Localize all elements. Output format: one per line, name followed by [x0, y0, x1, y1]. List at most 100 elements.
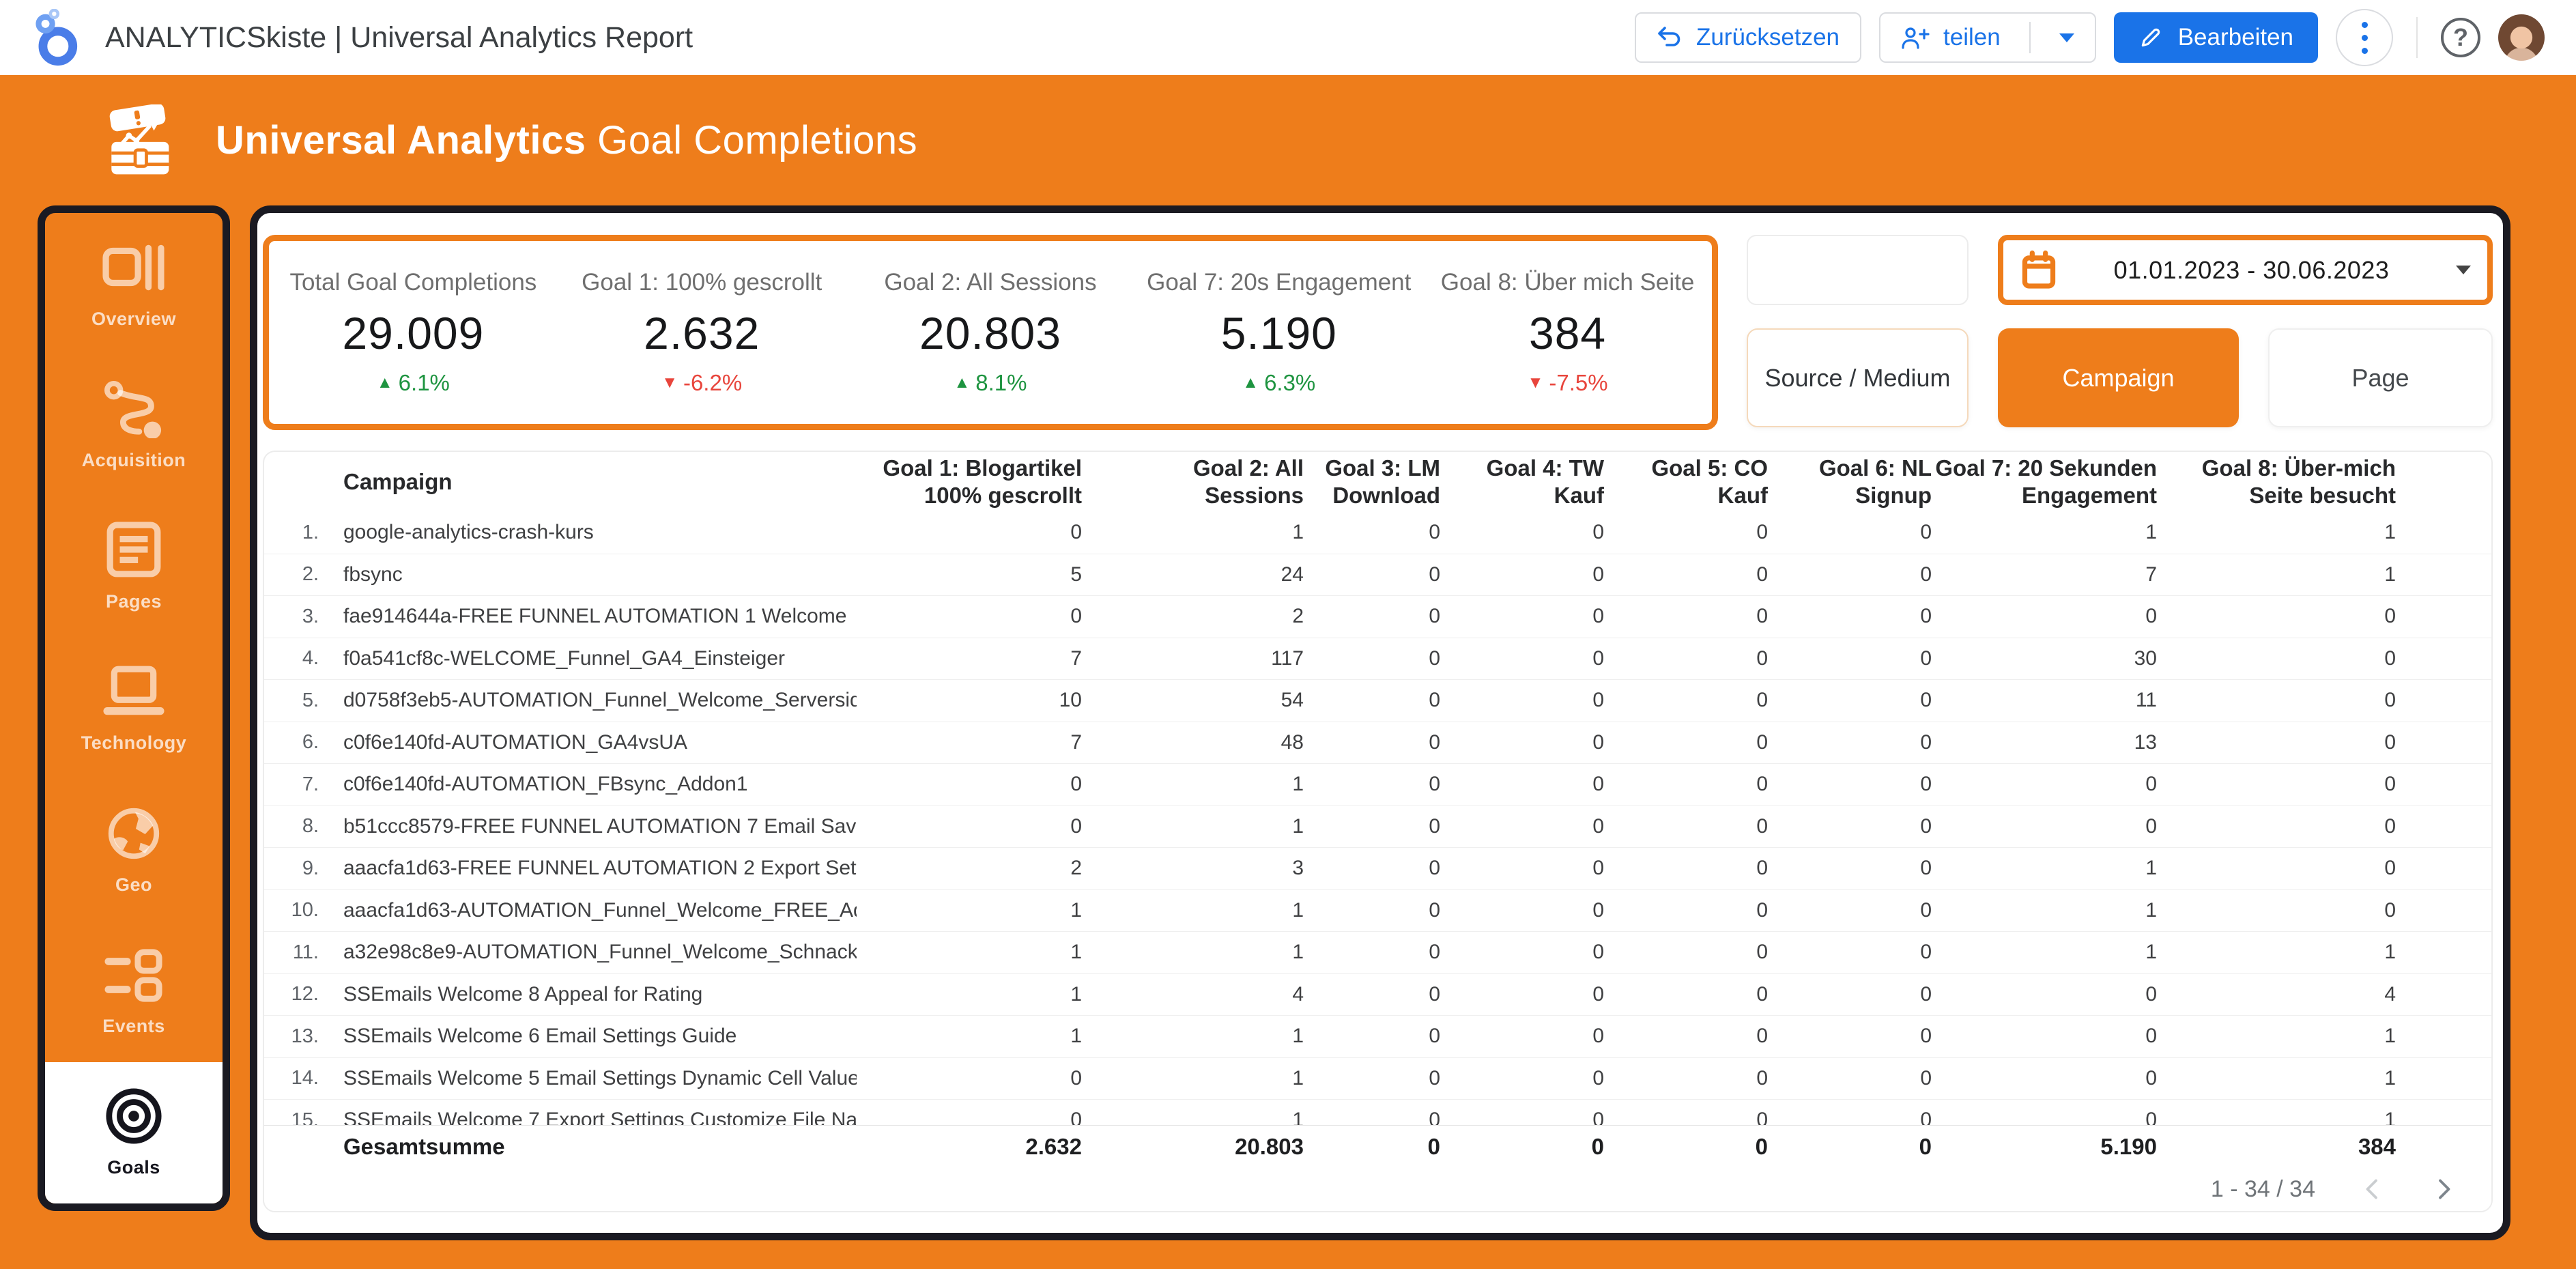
- column-header-goal-6[interactable]: Goal 6: NL Signup: [1818, 455, 1932, 508]
- user-avatar[interactable]: [2498, 14, 2545, 61]
- table-row[interactable]: 11. a32e98c8e9-AUTOMATION_Funnel_Welcome_…: [264, 932, 2491, 974]
- goal-value-cell: 1: [2145, 521, 2157, 544]
- person-add-icon: [1902, 27, 1930, 49]
- column-header-goal-1[interactable]: Goal 1: Blogartikel 100% gescrollt: [883, 455, 1082, 508]
- table-row[interactable]: 10. aaacfa1d63-AUTOMATION_Funnel_Welcome_…: [264, 890, 2491, 932]
- column-header-campaign[interactable]: Campaign: [343, 468, 453, 494]
- table-row[interactable]: 9. aaacfa1d63-FREE FUNNEL AUTOMATION 2 Ex…: [264, 848, 2491, 890]
- goal-value-cell: 1: [2145, 941, 2157, 964]
- goal-value-cell: 1: [2384, 941, 2396, 964]
- table-row[interactable]: 5. d0758f3eb5-AUTOMATION_Funnel_Welcome_S…: [264, 680, 2491, 722]
- row-number: 2.: [302, 563, 319, 586]
- goal-value-cell: 7: [1070, 646, 1082, 670]
- goal-value-cell: 1: [2384, 521, 2396, 544]
- more-options-button[interactable]: [2336, 9, 2393, 66]
- goal-value-cell: 1: [1292, 1025, 1304, 1048]
- chevron-left-icon[interactable]: [2359, 1175, 2386, 1203]
- page-header-band: Universal Analytics Goal Completions: [0, 75, 2576, 205]
- sidebar-item-events[interactable]: Events: [45, 920, 223, 1061]
- scorecard-value: 29.009: [342, 308, 485, 358]
- pagination-range: 1 - 34 / 34: [2210, 1175, 2315, 1202]
- campaign-cell: f0a541cf8c-WELCOME_Funnel_GA4_Einsteiger: [343, 646, 785, 670]
- sidebar-item-acquisition[interactable]: Acquisition: [45, 354, 223, 496]
- column-header-goal-7[interactable]: Goal 7: 20 Sekunden Engagement: [1935, 455, 2157, 508]
- scorecard-value: 384: [1529, 308, 1607, 358]
- goal-value-cell: 0: [1756, 941, 1768, 964]
- scorecard-delta-value: 6.3%: [1264, 370, 1316, 395]
- table-row[interactable]: 15. SSEmails Welcome 7 Export Settings Cu…: [264, 1100, 2491, 1125]
- goal-value-cell: 0: [1920, 689, 1932, 712]
- goal-value-cell: 0: [2145, 982, 2157, 1006]
- goal-value-cell: 0: [1592, 898, 1604, 922]
- table-row[interactable]: 12. SSEmails Welcome 8 Appeal for Rating 1…: [264, 974, 2491, 1016]
- goal-value-cell: 1: [1070, 1025, 1082, 1048]
- sidebar-item-label: Acquisition: [81, 449, 186, 470]
- goal-value-cell: 0: [2384, 773, 2396, 796]
- share-dropdown-caret-icon[interactable]: [2059, 33, 2074, 42]
- goal-value-cell: 0: [1756, 1109, 1768, 1125]
- goal-value-cell: 0: [1920, 982, 1932, 1006]
- column-header-goal-4[interactable]: Goal 4: TW Kauf: [1486, 455, 1604, 508]
- goal-value-cell: 0: [1756, 898, 1768, 922]
- goal-value-cell: 0: [2145, 1025, 2157, 1048]
- dimension-button-source-medium[interactable]: Source / Medium: [1747, 328, 1969, 427]
- table-row[interactable]: 7. c0f6e140fd-AUTOMATION_FBsync_Addon1 0 1 0…: [264, 764, 2491, 806]
- sidebar-item-overview[interactable]: Overview: [45, 213, 223, 354]
- total-value-cell: 5.190: [2100, 1133, 2157, 1159]
- sidebar-item-geo[interactable]: Geo: [45, 779, 223, 920]
- campaign-cell: SSEmails Welcome 7 Export Settings Custo…: [343, 1109, 857, 1125]
- scorecard-value: 20.803: [919, 308, 1061, 358]
- sidebar-item-pages[interactable]: Pages: [45, 496, 223, 638]
- table-row[interactable]: 6. c0f6e140fd-AUTOMATION_GA4vsUA 7 48 0 0 0 0 13…: [264, 722, 2491, 764]
- goal-value-cell: 0: [1429, 605, 1440, 628]
- kebab-dot: [2361, 34, 2368, 41]
- date-range-picker[interactable]: 01.01.2023 - 30.06.2023: [1998, 235, 2493, 305]
- goal-value-cell: 1: [1292, 1109, 1304, 1125]
- goal-value-cell: 0: [1920, 857, 1932, 880]
- sidebar-item-technology[interactable]: Technology: [45, 638, 223, 779]
- campaign-cell: c0f6e140fd-AUTOMATION_GA4vsUA: [343, 730, 688, 754]
- goal-value-cell: 0: [1920, 605, 1932, 628]
- goal-value-cell: 2: [1292, 605, 1304, 628]
- goal-value-cell: 0: [1592, 773, 1604, 796]
- goal-value-cell: 0: [1592, 1025, 1604, 1048]
- column-header-goal-8[interactable]: Goal 8: Über-mich Seite besucht: [2201, 455, 2396, 508]
- topbar: ANALYTICSkiste | Universal Analytics Rep…: [0, 0, 2576, 75]
- column-header-goal-3[interactable]: Goal 3: LM Download: [1325, 455, 1440, 508]
- goal-value-cell: 0: [1756, 982, 1768, 1006]
- share-button-divider: [2029, 22, 2031, 53]
- table-row[interactable]: 8. b51ccc8579-FREE FUNNEL AUTOMATION 7 Em…: [264, 806, 2491, 848]
- date-range-caret-icon: [2456, 266, 2471, 274]
- reset-button[interactable]: Zurücksetzen: [1634, 12, 1862, 63]
- goal-value-cell: 1: [1292, 521, 1304, 544]
- column-header-goal-5[interactable]: Goal 5: CO Kauf: [1651, 455, 1768, 508]
- undo-icon: [1658, 27, 1680, 46]
- sidebar-item-goals[interactable]: Goals: [45, 1061, 223, 1203]
- goal-value-cell: 0: [1429, 773, 1440, 796]
- dimension-button-campaign[interactable]: Campaign: [1998, 328, 2239, 427]
- table-row[interactable]: 2. fbsync 5 24 0 0 0 0 7 1: [264, 554, 2491, 596]
- table-row[interactable]: 4. f0a541cf8c-WELCOME_Funnel_GA4_Einsteig…: [264, 638, 2491, 680]
- goal-value-cell: 0: [1920, 1025, 1932, 1048]
- help-button[interactable]: ?: [2441, 18, 2480, 57]
- table-row[interactable]: 1. google-analytics-crash-kurs 0 1 0 0 0 0 1 1: [264, 512, 2491, 554]
- campaign-cell: aaacfa1d63-FREE FUNNEL AUTOMATION 2 Expo…: [343, 857, 857, 880]
- table-row[interactable]: 3. fae914644a-FREE FUNNEL AUTOMATION 1 We…: [264, 596, 2491, 638]
- goal-value-cell: 0: [2145, 1109, 2157, 1125]
- edit-button[interactable]: Bearbeiten: [2113, 12, 2318, 63]
- dimension-button-page[interactable]: Page: [2268, 328, 2493, 427]
- goal-value-cell: 0: [1429, 814, 1440, 838]
- goal-value-cell: 1: [2384, 1109, 2396, 1125]
- goal-value-cell: 7: [1070, 730, 1082, 754]
- calendar-icon: [2022, 250, 2056, 289]
- goal-value-cell: 0: [1429, 898, 1440, 922]
- table-row[interactable]: 13. SSEmails Welcome 6 Email Settings Gui…: [264, 1016, 2491, 1058]
- chevron-right-icon[interactable]: [2430, 1175, 2457, 1203]
- looker-studio-logo-icon: [35, 9, 78, 66]
- overview-icon: [100, 238, 168, 300]
- table-row[interactable]: 14. SSEmails Welcome 5 Email Settings Dyn…: [264, 1058, 2491, 1100]
- share-button[interactable]: teilen: [1879, 12, 2096, 63]
- goal-value-cell: 1: [1292, 1066, 1304, 1089]
- column-header-goal-2[interactable]: Goal 2: All Sessions: [1193, 455, 1304, 508]
- goal-value-cell: 0: [1756, 689, 1768, 712]
